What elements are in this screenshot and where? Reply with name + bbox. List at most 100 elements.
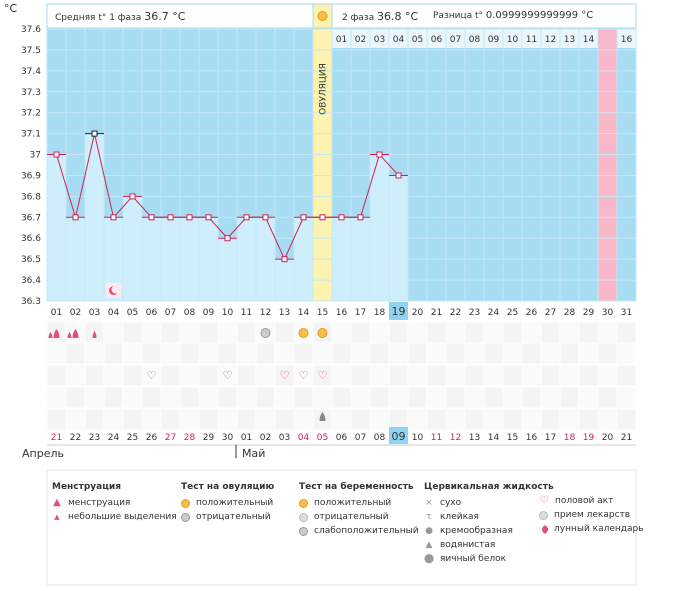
cycle-day-label: 03 — [89, 308, 100, 318]
sun-negative-icon — [181, 512, 190, 522]
diff-summary: Разница t° 0.0999999999999 °C — [433, 10, 593, 21]
month-april: Апрель — [22, 447, 64, 460]
cycle-day-label: 04 — [108, 308, 120, 318]
marker-cell — [540, 321, 561, 344]
cycle-day-label: 25 — [507, 308, 518, 318]
temperature-point — [300, 214, 307, 221]
temperature-bar — [123, 196, 142, 301]
marker-cell — [616, 342, 637, 365]
temperature-point — [395, 172, 402, 179]
marker-cell — [388, 342, 409, 365]
marker-cell — [141, 342, 162, 365]
temperature-point — [129, 193, 136, 200]
temperature-bar — [389, 175, 408, 301]
month-may: Май — [242, 447, 266, 460]
phase2-day-label: 03 — [374, 35, 385, 45]
cycle-day-label: 26 — [526, 308, 538, 318]
legend-item: ♡ половой акт — [539, 495, 614, 507]
marker-cell — [274, 408, 295, 431]
cycle-day-label: 28 — [564, 308, 576, 318]
legend-item: отрицательный — [181, 510, 274, 524]
ovulation-sun-icon — [317, 11, 328, 21]
phase2-day-label: 10 — [507, 35, 519, 45]
marker-cell — [103, 321, 124, 344]
legend-item: × сухо — [425, 498, 462, 508]
phase2-day-label: 14 — [583, 35, 595, 45]
marker-cell — [445, 408, 466, 431]
header-box — [46, 3, 637, 29]
marker-cell — [331, 321, 352, 344]
marker-cell — [331, 364, 352, 387]
marker-cell — [46, 408, 67, 431]
marker-cell — [179, 408, 200, 431]
temperature-bar — [142, 217, 161, 301]
moon-icon — [539, 524, 548, 534]
temperature-bar — [218, 238, 237, 301]
today-date-cell — [389, 427, 408, 444]
marker-cell — [502, 342, 523, 365]
calendar-date-label: 03 — [279, 433, 290, 443]
temperature-point — [319, 214, 326, 221]
cycle-day-label: 30 — [602, 308, 614, 318]
sticky-icon: τ — [426, 512, 432, 522]
phase2-day-label: 16 — [621, 35, 633, 45]
cycle-day-label: 05 — [127, 308, 138, 318]
marker-cell — [179, 342, 200, 365]
marker-cell — [521, 342, 542, 365]
marker-cell — [46, 364, 67, 387]
temperature-bar — [180, 217, 199, 301]
marker-cell — [255, 342, 276, 365]
marker-cell — [217, 408, 238, 431]
marker-cell — [559, 364, 580, 387]
calendar-date-label: 17 — [545, 433, 556, 443]
marker-cell — [521, 386, 542, 409]
marker-cell — [331, 342, 352, 365]
cycle-day-label: 02 — [70, 308, 81, 318]
marker-cell — [350, 386, 371, 409]
calendar-date-label: 10 — [412, 433, 424, 443]
marker-cell — [122, 364, 143, 387]
marker-cell — [274, 321, 295, 344]
marker-cell — [578, 386, 599, 409]
marker-cell — [426, 342, 447, 365]
egg-white-icon: ⬤ — [424, 554, 435, 564]
marker-cell — [65, 408, 86, 431]
calendar-date-label: 22 — [70, 433, 81, 443]
cycle-day-label: 21 — [431, 308, 442, 318]
marker-cell — [46, 342, 67, 365]
temperature-bar — [199, 217, 218, 301]
marker-cell — [540, 386, 561, 409]
phase2-day-label: 08 — [469, 35, 481, 45]
y-tick-label: 36.7 — [21, 213, 41, 223]
temperature-bar — [294, 217, 313, 301]
marker-cell — [616, 321, 637, 344]
cycle-day-label: 14 — [298, 308, 310, 318]
temperature-point — [91, 130, 98, 137]
legend-item: лунный календарь — [539, 522, 644, 536]
legend-item: отрицательный — [299, 510, 419, 524]
marker-cell — [369, 364, 390, 387]
marker-cell — [350, 321, 371, 344]
calendar-date-label: 11 — [431, 433, 442, 443]
marker-cell — [502, 364, 523, 387]
calendar-date-label: 23 — [89, 433, 100, 443]
legend-item: ▲ водянистая — [425, 540, 496, 550]
y-tick-label: 37.2 — [21, 109, 41, 119]
marker-cell — [350, 408, 371, 431]
legend-pregnancy-test: Тест на беременность положительный отриц… — [299, 480, 419, 538]
marker-cell — [103, 386, 124, 409]
marker-cell — [445, 321, 466, 344]
temperature-bar — [237, 217, 256, 301]
heart-icon: ♡ — [223, 369, 233, 382]
temperature-point — [338, 214, 345, 221]
marker-cell — [65, 364, 86, 387]
y-tick-label: 37.1 — [21, 130, 41, 140]
pregnancy-negative-icon — [299, 512, 308, 522]
cycle-day-label: 29 — [583, 308, 595, 318]
marker-cell — [160, 364, 181, 387]
spotting-drop-icon — [92, 331, 97, 338]
marker-cell — [407, 386, 428, 409]
calendar-date-label: 02 — [260, 433, 271, 443]
